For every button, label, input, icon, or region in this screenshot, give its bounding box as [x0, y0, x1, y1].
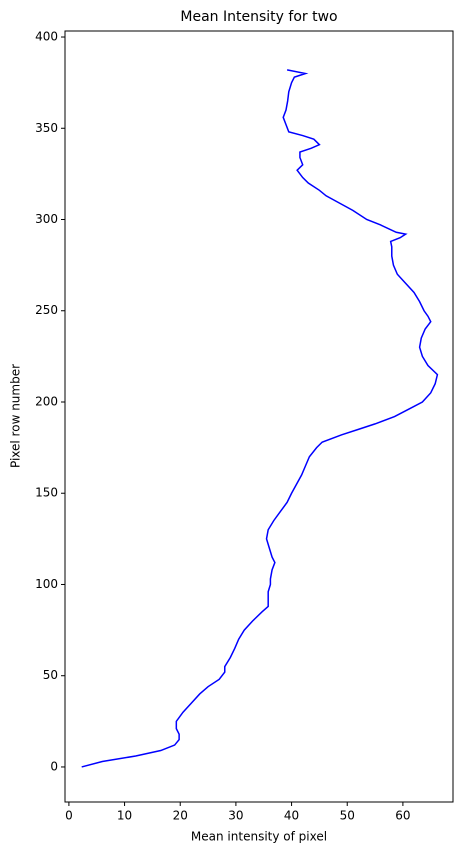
x-tick-label: 40 — [284, 809, 299, 823]
x-tick-label: 30 — [228, 809, 243, 823]
y-tick-label: 0 — [50, 759, 58, 773]
y-tick-label: 100 — [35, 577, 58, 591]
y-tick-label: 400 — [35, 30, 58, 44]
y-tick-label: 350 — [35, 121, 58, 135]
y-tick-label: 50 — [43, 668, 58, 682]
y-tick-label: 300 — [35, 212, 58, 226]
y-tick-label: 150 — [35, 486, 58, 500]
y-tick-label: 200 — [35, 394, 58, 408]
x-tick-label: 20 — [173, 809, 188, 823]
y-tick-label: 250 — [35, 303, 58, 317]
plot-frame — [64, 30, 454, 803]
x-tick-label: 50 — [340, 809, 355, 823]
x-tick-label: 10 — [117, 809, 132, 823]
chart-title: Mean Intensity for two — [180, 9, 337, 25]
x-tick-label: 60 — [395, 809, 410, 823]
y-axis-label: Pixel row number — [9, 364, 23, 468]
data-line — [81, 69, 439, 768]
x-tick-label: 0 — [65, 809, 73, 823]
x-axis-label: Mean intensity of pixel — [191, 830, 327, 844]
